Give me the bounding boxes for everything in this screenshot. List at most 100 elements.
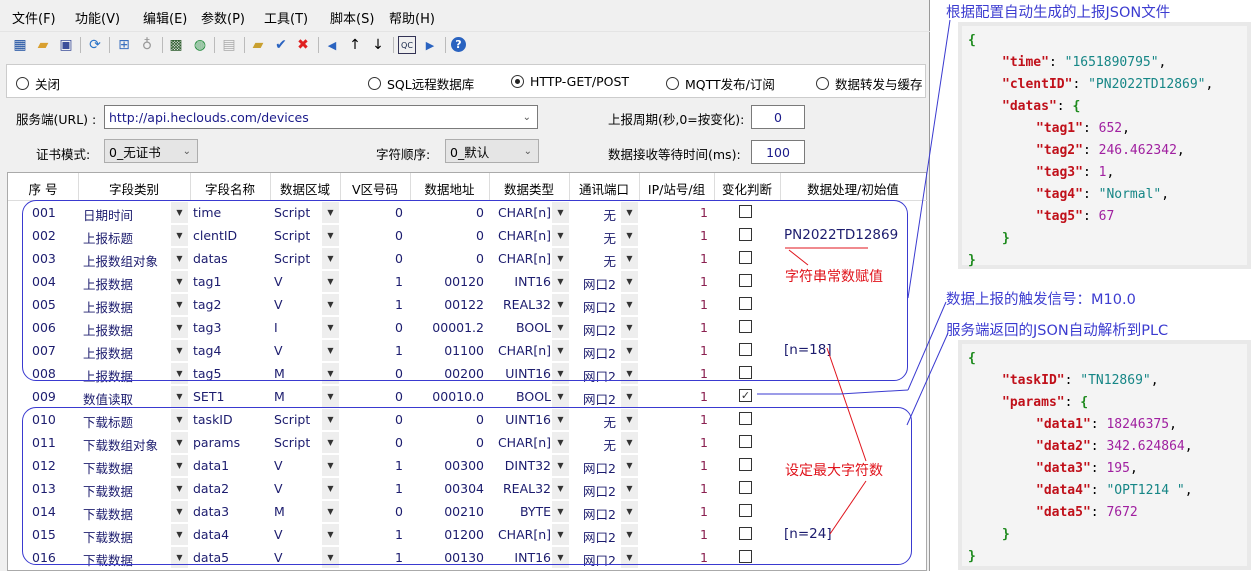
check-icon[interactable]: ✔ [275,37,287,53]
dropdown-arrow-icon[interactable]: ▼ [322,363,339,384]
dropdown-arrow-icon[interactable]: ▼ [322,294,339,315]
menu-script[interactable]: 脚本(S) [330,12,375,27]
dropdown-arrow-icon[interactable]: ▼ [171,524,188,545]
dropdown-arrow-icon[interactable]: ▼ [621,271,638,292]
column-header[interactable]: V区号码 [351,182,399,197]
dropdown-arrow-icon[interactable]: ▼ [171,340,188,361]
table-row[interactable]: 006 上报数据 ▼ tag3 I ▼ 0 00001.2 BOOL ▼ 网口2 ▼ 1 [8,316,926,339]
dropdown-arrow-icon[interactable]: ▼ [621,524,638,545]
change-checkbox[interactable]: ✓ [739,389,752,402]
dropdown-arrow-icon[interactable]: ▼ [171,225,188,246]
dropdown-arrow-icon[interactable]: ▼ [621,455,638,476]
dropdown-arrow-icon[interactable]: ▼ [552,317,569,338]
change-checkbox[interactable] [739,458,752,471]
table-row[interactable]: 002 上报标题 ▼ clentID Script ▼ 0 0 CHAR[n] ▼ 无 ▼ 1 PN202… [8,224,926,247]
dropdown-arrow-icon[interactable]: ▼ [552,294,569,315]
dropdown-arrow-icon[interactable]: ▼ [621,225,638,246]
menu-function[interactable]: 功能(V) [75,12,121,27]
change-checkbox[interactable] [739,274,752,287]
table-row[interactable]: 009 数值读取 ▼ SET1 M ▼ 0 00010.0 BOOL ▼ 网口2 ▼ 1 ✓ [8,385,926,408]
radio-forward[interactable]: 数据转发与缓存 [816,74,923,93]
dropdown-arrow-icon[interactable]: ▼ [552,202,569,223]
menu-file[interactable]: 文件(F) [12,12,56,27]
dropdown-arrow-icon[interactable]: ▼ [552,501,569,522]
dropdown-arrow-icon[interactable]: ▼ [322,409,339,430]
dropdown-arrow-icon[interactable]: ▼ [621,432,638,453]
menu-params[interactable]: 参数(P) [201,12,245,27]
up-arrow-icon[interactable]: ↑ [349,37,361,53]
table-row[interactable]: 015 下载数据 ▼ data4 V ▼ 1 01200 CHAR[n] ▼ 网口2 ▼ 1 [n=24] [8,523,926,546]
column-header[interactable]: 序 号 [28,182,58,197]
dropdown-arrow-icon[interactable]: ▼ [171,478,188,499]
change-checkbox[interactable] [739,366,752,379]
change-checkbox[interactable] [739,412,752,425]
table-row[interactable]: 014 下载数据 ▼ data3 M ▼ 0 00210 BYTE ▼ 网口2 ▼ 1 [8,500,926,523]
dropdown-arrow-icon[interactable]: ▼ [552,248,569,269]
table-row[interactable]: 004 上报数据 ▼ tag1 V ▼ 1 00120 INT16 ▼ 网口2 ▼ 1 [8,270,926,293]
down-arrow-icon[interactable]: ↓ [372,37,384,53]
table-row[interactable]: 012 下载数据 ▼ data1 V ▼ 1 00300 DINT32 ▼ 网口2 ▼ 1 [8,454,926,477]
dropdown-arrow-icon[interactable]: ▼ [621,317,638,338]
save-icon[interactable]: ▣ [59,37,73,53]
dropdown-arrow-icon[interactable]: ▼ [322,547,339,568]
dropdown-arrow-icon[interactable]: ▼ [171,317,188,338]
dropdown-arrow-icon[interactable]: ▼ [621,202,638,223]
dropdown-arrow-icon[interactable]: ▼ [171,271,188,292]
change-checkbox[interactable] [739,527,752,540]
dropdown-arrow-icon[interactable]: ▼ [171,409,188,430]
new-folder-icon[interactable]: ▰ [252,37,264,53]
change-checkbox[interactable] [739,297,752,310]
radio-http[interactable]: HTTP-GET/POST [511,74,629,89]
dropdown-arrow-icon[interactable]: ▼ [621,409,638,430]
dropdown-arrow-icon[interactable]: ▼ [552,409,569,430]
column-header[interactable]: 字段名称 [204,182,255,197]
order-select[interactable]: 0_默认 ⌄ [445,139,539,163]
dropdown-arrow-icon[interactable]: ▼ [322,202,339,223]
dropdown-arrow-icon[interactable]: ▼ [552,455,569,476]
dropdown-arrow-icon[interactable]: ▼ [322,340,339,361]
help-icon[interactable]: ? [451,37,466,52]
column-header[interactable]: IP/站号/组 [647,182,706,197]
globe-device-icon[interactable]: ◍ [193,37,207,53]
change-checkbox[interactable] [739,320,752,333]
column-header[interactable]: 数据地址 [424,182,475,197]
dropdown-arrow-icon[interactable]: ▼ [322,501,339,522]
dropdown-arrow-icon[interactable]: ▼ [171,294,188,315]
radio-mqtt[interactable]: MQTT发布/订阅 [666,74,775,93]
dropdown-arrow-icon[interactable]: ▼ [552,524,569,545]
menu-tools[interactable]: 工具(T) [264,12,309,27]
change-checkbox[interactable] [739,251,752,264]
dropdown-arrow-icon[interactable]: ▼ [322,317,339,338]
table-row[interactable]: 013 下载数据 ▼ data2 V ▼ 1 00304 REAL32 ▼ 网口2 ▼ 1 [8,477,926,500]
table-row[interactable]: 010 下载标题 ▼ taskID Script ▼ 0 0 UINT16 ▼ 无 ▼ 1 [8,408,926,431]
table-row[interactable]: 011 下载数组对象 ▼ params Script ▼ 0 0 CHAR[n] ▼ 无 ▼ 1 [8,431,926,454]
dropdown-arrow-icon[interactable]: ▼ [552,340,569,361]
dropdown-arrow-icon[interactable]: ▼ [322,455,339,476]
dropdown-arrow-icon[interactable]: ▼ [621,294,638,315]
dropdown-arrow-icon[interactable]: ▼ [621,248,638,269]
dropdown-arrow-icon[interactable]: ▼ [322,432,339,453]
open-folder-icon[interactable]: ▰ [37,37,49,53]
url-input[interactable]: http://api.heclouds.com/devices ⌄ [104,105,538,129]
tree-icon[interactable]: ▦ [13,37,27,53]
change-checkbox[interactable] [739,550,752,563]
dropdown-arrow-icon[interactable]: ▼ [171,455,188,476]
dropdown-arrow-icon[interactable]: ▼ [621,386,638,407]
dropdown-arrow-icon[interactable]: ▼ [171,248,188,269]
monitor-icon[interactable]: ▩ [169,37,183,53]
dropdown-arrow-icon[interactable]: ▼ [322,478,339,499]
table-row[interactable]: 003 上报数组对象 ▼ datas Script ▼ 0 0 CHAR[n] ▼ 无 ▼ 1 [8,247,926,270]
dropdown-arrow-icon[interactable]: ▼ [171,501,188,522]
dropdown-arrow-icon[interactable]: ▼ [171,386,188,407]
column-header[interactable]: 变化判断 [721,182,772,197]
network-icon[interactable]: ⊞ [118,37,130,53]
menu-help[interactable]: 帮助(H) [389,12,435,27]
table-row[interactable]: 007 上报数据 ▼ tag4 V ▼ 1 01100 CHAR[n] ▼ 网口2 ▼ 1 [n=18] [8,339,926,362]
dropdown-arrow-icon[interactable]: ▼ [552,478,569,499]
menu-edit[interactable]: 编辑(E) [143,12,188,27]
delete-icon[interactable]: ✖ [297,37,309,53]
column-header[interactable]: 数据区域 [279,182,330,197]
column-header[interactable]: 字段类别 [108,182,159,197]
dropdown-arrow-icon[interactable]: ▼ [322,248,339,269]
column-header[interactable]: 数据处理/初始值 [807,182,899,197]
